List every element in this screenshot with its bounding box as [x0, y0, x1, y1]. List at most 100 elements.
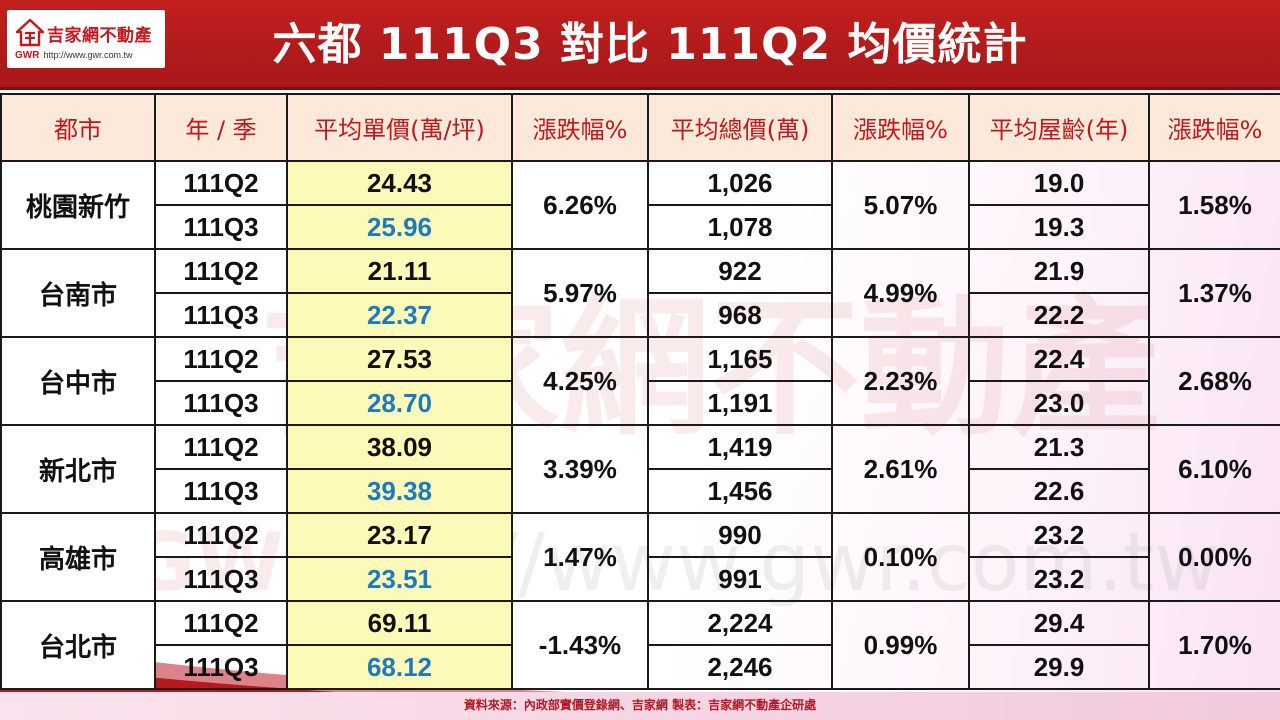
unit-price-change: 5.97% — [511, 248, 649, 338]
header-quarter: 年 / 季 — [154, 93, 288, 162]
price-comparison-table: 都市 年 / 季 平均單價(萬/坪) 漲跌幅% 平均總價(萬) 漲跌幅% 平均屋… — [0, 93, 1280, 690]
house-age-change: 0.00% — [1148, 512, 1280, 602]
unit-price-prev: 21.11 — [286, 248, 513, 294]
total-price-prev: 1,419 — [647, 424, 833, 470]
unit-price-cur: 23.51 — [286, 556, 513, 602]
house-age-change: 1.37% — [1148, 248, 1280, 338]
unit-price-prev: 23.17 — [286, 512, 513, 558]
total-price-change: 2.23% — [831, 336, 970, 426]
total-price-change: 0.10% — [831, 512, 970, 602]
logo-url-line: GWR http://www.gwr.com.tw — [15, 50, 132, 61]
unit-price-change: -1.43% — [511, 600, 649, 690]
table-row: 111Q3 25.96 1,078 19.3 — [1, 204, 1280, 250]
total-price-cur: 968 — [647, 292, 833, 338]
total-price-cur: 1,078 — [647, 204, 833, 250]
quarter-prev: 111Q2 — [154, 336, 288, 382]
unit-price-prev: 69.11 — [286, 600, 513, 646]
city-name: 台南市 — [0, 248, 156, 338]
unit-price-change: 6.26% — [511, 160, 649, 250]
house-age-cur: 22.6 — [968, 468, 1150, 514]
unit-price-cur: 68.12 — [286, 644, 513, 690]
company-logo: 吉家網不動產 GWR http://www.gwr.com.tw — [7, 10, 165, 68]
total-price-cur: 991 — [647, 556, 833, 602]
total-price-prev: 990 — [647, 512, 833, 558]
unit-price-change: 4.25% — [511, 336, 649, 426]
total-price-cur: 2,246 — [647, 644, 833, 690]
table-row: 111Q3 28.70 1,191 23.0 — [1, 380, 1280, 426]
quarter-cur: 111Q3 — [154, 292, 288, 338]
total-price-change: 5.07% — [831, 160, 970, 250]
quarter-prev: 111Q2 — [154, 424, 288, 470]
unit-price-prev: 38.09 — [286, 424, 513, 470]
quarter-cur: 111Q3 — [154, 644, 288, 690]
house-age-change: 2.68% — [1148, 336, 1280, 426]
house-age-cur: 22.2 — [968, 292, 1150, 338]
header-unit-change: 漲跌幅% — [511, 93, 649, 162]
house-age-cur: 29.9 — [968, 644, 1150, 690]
unit-price-cur: 25.96 — [286, 204, 513, 250]
total-price-prev: 2,224 — [647, 600, 833, 646]
house-age-prev: 21.3 — [968, 424, 1150, 470]
quarter-cur: 111Q3 — [154, 556, 288, 602]
table-row: 新北市 111Q2 38.09 3.39% 1,419 2.61% 21.3 6.10% — [0, 424, 1280, 514]
city-name: 台中市 — [0, 336, 156, 426]
unit-price-prev: 27.53 — [286, 336, 513, 382]
city-name: 新北市 — [0, 424, 156, 514]
header-total-change: 漲跌幅% — [831, 93, 970, 162]
house-age-change: 1.58% — [1148, 160, 1280, 250]
unit-price-prev: 24.43 — [286, 160, 513, 206]
city-name: 高雄市 — [0, 512, 156, 602]
house-age-change: 1.70% — [1148, 600, 1280, 690]
house-age-prev: 23.2 — [968, 512, 1150, 558]
total-price-cur: 1,456 — [647, 468, 833, 514]
house-age-cur: 23.2 — [968, 556, 1150, 602]
house-logo-icon — [15, 18, 45, 47]
table-row: 桃園新竹 111Q2 24.43 6.26% 1,026 5.07% 19.0 1.58% — [0, 160, 1280, 250]
page-title: 六都 111Q3 對比 111Q2 均價統計 — [272, 19, 1028, 70]
house-age-prev: 29.4 — [968, 600, 1150, 646]
total-price-prev: 922 — [647, 248, 833, 294]
logo-abbr: GWR — [15, 50, 40, 61]
unit-price-change: 1.47% — [511, 512, 649, 602]
quarter-prev: 111Q2 — [154, 512, 288, 558]
logo-url: http://www.gwr.com.tw — [43, 50, 133, 60]
title-bar: 吉家網不動產 GWR http://www.gwr.com.tw 六都 111Q3… — [0, 0, 1280, 90]
city-name: 台北市 — [0, 600, 156, 690]
total-price-change: 2.61% — [831, 424, 970, 514]
header-total-price: 平均總價(萬) — [647, 93, 833, 162]
total-price-change: 0.99% — [831, 600, 970, 690]
quarter-cur: 111Q3 — [154, 204, 288, 250]
quarter-prev: 111Q2 — [154, 248, 288, 294]
total-price-cur: 1,191 — [647, 380, 833, 426]
quarter-prev: 111Q2 — [154, 160, 288, 206]
table-row: 台北市 111Q2 69.11 -1.43% 2,224 0.99% 29.4 1.70% — [0, 600, 1280, 690]
header-house-age: 平均屋齡(年) — [968, 93, 1150, 162]
table-header-row: 都市 年 / 季 平均單價(萬/坪) 漲跌幅% 平均總價(萬) 漲跌幅% 平均屋… — [0, 93, 1280, 162]
total-price-prev: 1,165 — [647, 336, 833, 382]
quarter-cur: 111Q3 — [154, 468, 288, 514]
total-price-prev: 1,026 — [647, 160, 833, 206]
total-price-change: 4.99% — [831, 248, 970, 338]
house-age-cur: 23.0 — [968, 380, 1150, 426]
house-age-prev: 21.9 — [968, 248, 1150, 294]
table-row: 111Q3 22.37 968 22.2 — [1, 292, 1280, 338]
source-footer: 資料來源：內政部實價登錄網、吉家網 製表：吉家網不動產企研處 — [0, 692, 1280, 720]
table-row: 台中市 111Q2 27.53 4.25% 1,165 2.23% 22.4 2.68% — [0, 336, 1280, 426]
table-row: 111Q3 68.12 2,246 29.9 — [1, 644, 1280, 690]
house-age-change: 6.10% — [1148, 424, 1280, 514]
logo-name: 吉家網不動產 — [47, 26, 152, 46]
city-name: 桃園新竹 — [0, 160, 156, 250]
header-age-change: 漲跌幅% — [1148, 93, 1280, 162]
table-row: 高雄市 111Q2 23.17 1.47% 990 0.10% 23.2 0.00% — [0, 512, 1280, 602]
header-unit-price: 平均單價(萬/坪) — [286, 93, 513, 162]
table-row: 111Q3 23.51 991 23.2 — [1, 556, 1280, 602]
unit-price-cur: 22.37 — [286, 292, 513, 338]
quarter-cur: 111Q3 — [154, 380, 288, 426]
house-age-cur: 19.3 — [968, 204, 1150, 250]
unit-price-change: 3.39% — [511, 424, 649, 514]
house-age-prev: 22.4 — [968, 336, 1150, 382]
table-row: 111Q3 39.38 1,456 22.6 — [1, 468, 1280, 514]
house-age-prev: 19.0 — [968, 160, 1150, 206]
unit-price-cur: 39.38 — [286, 468, 513, 514]
header-city: 都市 — [0, 93, 156, 162]
